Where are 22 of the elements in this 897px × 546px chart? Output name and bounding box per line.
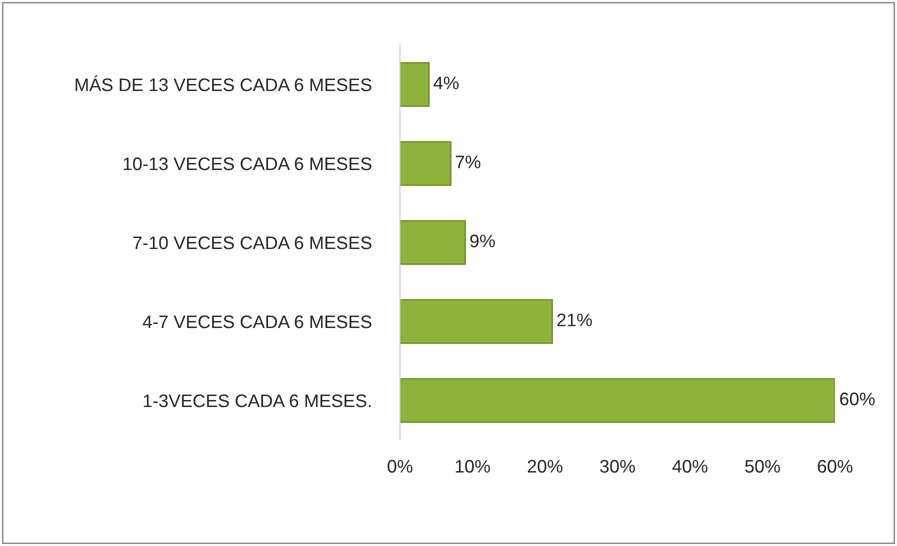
y-tick-label: 4-7 VECES CADA 6 MESES <box>142 315 372 328</box>
data-label: 21% <box>557 314 592 326</box>
x-tick-label: 0% <box>388 460 412 473</box>
data-label: 9% <box>470 234 495 248</box>
x-tick-label: 10% <box>456 460 490 473</box>
x-tick-label: 50% <box>745 460 780 473</box>
bar <box>400 141 452 186</box>
x-tick-label: 30% <box>600 460 635 473</box>
bar <box>400 62 430 107</box>
y-tick-label: 7-10 VECES CADA 6 MESES <box>133 236 372 250</box>
data-label: 4% <box>434 76 459 90</box>
y-tick-label: 10-13 VECES CADA 6 MESES <box>124 157 372 170</box>
bar <box>400 378 835 423</box>
bar <box>400 220 466 265</box>
data-label: 7% <box>456 156 480 168</box>
bar <box>400 299 553 344</box>
data-label: 60% <box>840 392 875 406</box>
x-tick-label: 20% <box>528 460 562 473</box>
x-tick-label: 60% <box>818 460 852 473</box>
y-tick-label: 1-3VECES CADA 6 MESES. <box>144 394 371 408</box>
x-tick-label: 40% <box>672 460 708 473</box>
y-tick-label: MÁS DE 13 VECES CADA 6 MESES <box>76 75 372 92</box>
